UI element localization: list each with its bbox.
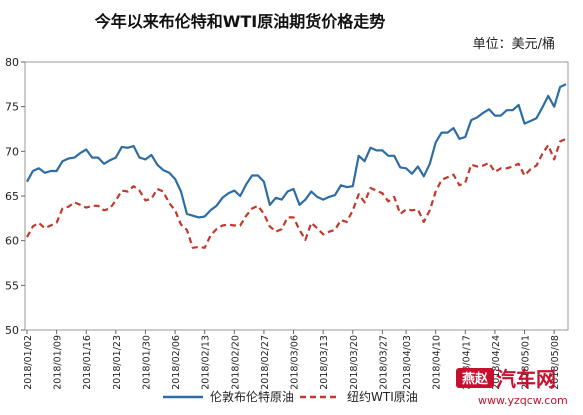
x-tick-label: 2018/03/27 [378, 335, 389, 390]
y-tick-label: 75 [5, 101, 19, 114]
y-axis: 50 55 60 65 70 75 80 [5, 56, 25, 337]
series-layer [26, 83, 567, 249]
x-tick-label: 2018/04/17 [461, 335, 472, 390]
series-line-wti [26, 137, 567, 249]
x-tick-label: 2018/01/16 [82, 335, 93, 390]
x-tick-label: 2018/05/01 [521, 335, 532, 390]
x-tick-label: 2018/01/30 [141, 335, 152, 390]
y-tick-label: 65 [5, 190, 19, 203]
watermark-logo: 燕赵 汽车网 www.yzqcw.com [456, 367, 568, 407]
x-tick-label: 2018/04/10 [432, 335, 443, 390]
x-tick-label: 2018/02/13 [201, 335, 212, 390]
y-tick-label: 60 [5, 235, 19, 248]
unit-label: 单位：美元/桶 [473, 37, 555, 52]
x-tick-label: 2018/02/06 [171, 335, 182, 390]
x-tick-label: 2018/03/13 [319, 335, 330, 390]
watermark-badge [456, 368, 494, 388]
y-tick-label: 55 [5, 279, 19, 292]
x-tick-label: 2018/01/23 [112, 335, 123, 390]
y-tick-label: 80 [5, 56, 19, 69]
legend: 伦敦布伦特原油 纽约WTI原油 [163, 389, 418, 404]
x-axis: 2018/01/02 2018/01/09 2018/01/16 2018/01/23… [23, 330, 561, 390]
x-tick-label: 2018/01/02 [23, 335, 34, 390]
x-tick-label: 2018/03/20 [349, 335, 360, 390]
legend-label-brent: 伦敦布伦特原油 [210, 389, 294, 404]
x-tick-label: 2018/02/20 [230, 335, 241, 390]
watermark-badge-text: 燕赵 [462, 371, 489, 387]
watermark-title: 汽车网 [496, 367, 556, 391]
legend-label-wti: 纽约WTI原油 [347, 389, 418, 404]
x-tick-label: 2018/02/27 [260, 335, 271, 390]
y-tick-label: 70 [5, 145, 19, 158]
chart-title: 今年以来布伦特和WTI原油期货价格走势 [94, 12, 386, 31]
x-tick-label: 2018/04/03 [402, 335, 413, 390]
x-tick-label: 2018/05/08 [550, 335, 561, 390]
y-tick-label: 50 [5, 324, 19, 337]
series-line-brent [26, 83, 567, 219]
x-tick-label: 2018/01/09 [53, 335, 64, 390]
x-tick-label: 2018/03/06 [290, 335, 301, 390]
x-tick-label: 2018/04/24 [491, 335, 502, 390]
watermark-url: www.yzqcw.com [478, 394, 568, 407]
